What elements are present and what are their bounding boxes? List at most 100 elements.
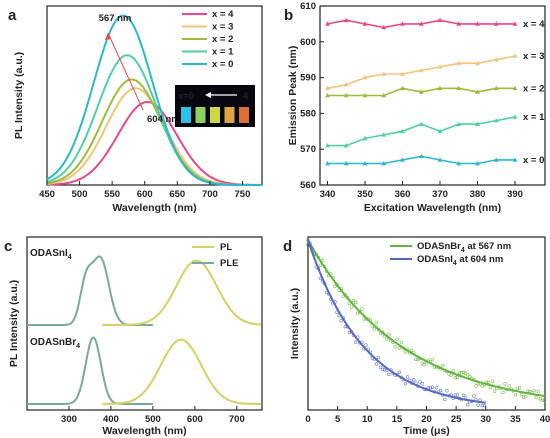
panel-c-xtick-label: 300 <box>61 414 77 425</box>
panel-b-point <box>475 21 480 26</box>
panel-b-series-3 <box>327 116 516 147</box>
panel-d-data-point <box>397 370 401 375</box>
panel-b-point <box>418 153 424 159</box>
panel-d-data-point <box>451 369 455 373</box>
panel-a-xtick-label: 450 <box>39 189 55 200</box>
panel-b-point <box>418 89 424 94</box>
panel-d-data-point <box>468 374 472 379</box>
panel-d-data-point <box>465 402 470 407</box>
panel-a-xtick-label: 550 <box>104 189 120 200</box>
panel-b-ytick-label: 590 <box>300 73 316 84</box>
panel-b-point <box>437 85 443 91</box>
panel-c-compound-label-1-sub: 4 <box>76 343 80 350</box>
panel-a-legend-label: x = 4 <box>212 9 234 20</box>
panel-d-data-point <box>364 343 368 347</box>
panel-d-data-point <box>414 357 418 361</box>
panel-d-data-point <box>472 394 476 398</box>
panel-a-inset-vial <box>224 107 235 123</box>
panel-a-xtick-label: 500 <box>72 189 88 200</box>
panel-d-data-point <box>372 327 377 331</box>
panel-d-data-point <box>459 370 464 375</box>
panel-c-letter: c <box>4 238 12 255</box>
panel-d-legend-label-sub: 4 <box>461 247 465 254</box>
panel-b-point <box>325 160 330 166</box>
panel-a-legend-label: x = 3 <box>212 22 233 33</box>
panel-d-data-point <box>461 393 466 398</box>
panel-a-shift-arrow-head <box>105 33 111 40</box>
panel-a-inset-vial <box>195 107 206 123</box>
panel-b-point <box>343 17 349 23</box>
panel-d-data-point <box>412 378 416 382</box>
panel-b-point <box>512 85 518 91</box>
panel-b-letter: b <box>284 7 293 24</box>
panel-d-legend-label-suffix: at 604 nm <box>457 254 503 265</box>
panel-d-data-point <box>532 388 536 393</box>
panel-d-data-point <box>403 382 408 386</box>
panel-a-legend-label: x = 2 <box>212 34 233 45</box>
panel-d-data-point <box>534 395 538 400</box>
panel-d-data-point <box>463 395 468 400</box>
panel-d-legend-label: ODASnBr4 at 567 nm <box>417 241 511 254</box>
panel-c-ple-curve-0 <box>27 255 153 326</box>
panel-b-point <box>456 85 462 91</box>
panel-a-legend-label: x = 1 <box>212 47 234 58</box>
panel-b-xtick-label: 360 <box>395 189 411 200</box>
panel-d-xtick-label: 15 <box>392 414 403 425</box>
panel-c-xtick-label: 700 <box>229 414 245 425</box>
panel-d-data-point <box>503 381 507 386</box>
panel-b-point <box>343 160 349 166</box>
panel-b-xtick-label: 390 <box>507 189 523 200</box>
panel-d-xtick-label: 0 <box>305 414 310 425</box>
panel-d-data-point <box>519 392 524 397</box>
panel-d-data-point <box>397 345 401 350</box>
panel-a-xtick-label: 650 <box>169 189 185 200</box>
panel-a-annotation-top: 567 nm <box>99 13 132 24</box>
panel-b-series-label: x = 1 <box>523 112 545 123</box>
panel-d-data-point <box>434 385 439 390</box>
panel-d-legend-label-main: ODASnI <box>417 254 453 265</box>
panel-d-data-point <box>360 307 364 311</box>
panel-b-point <box>456 60 462 66</box>
panel-d-data-point <box>443 397 447 402</box>
panel-d-data-point <box>409 348 414 353</box>
panel-d-legend-label-main: ODASnBr <box>417 241 461 252</box>
panel-d-data-point <box>418 380 422 384</box>
panel-d-data-point <box>453 393 457 397</box>
panel-b-point <box>343 92 349 98</box>
panel-b-point <box>381 71 387 76</box>
panel-a-letter: a <box>8 7 17 24</box>
panel-d-data-point <box>393 344 397 349</box>
panel-b-point <box>418 121 424 126</box>
panel-b-point <box>493 85 499 91</box>
panel-b-point <box>437 64 443 69</box>
panel-c-compound-label-0-sub: 4 <box>68 254 72 261</box>
panel-b-point <box>400 21 405 26</box>
panel-d-xtick-label: 40 <box>540 414 550 425</box>
panel-d-legend-label: ODASnI4 at 604 nm <box>417 254 503 267</box>
panel-d-data-point <box>542 398 547 402</box>
panel-b-series-label: x = 3 <box>523 51 544 62</box>
panel-d-data-point <box>536 389 540 394</box>
panel-d-data-point <box>382 367 387 372</box>
panel-c-frame <box>26 236 263 411</box>
panel-b-point <box>493 57 499 62</box>
panel-a-legend-label: x = 0 <box>212 59 233 70</box>
panel-b-point <box>400 85 405 91</box>
panel-b-xtick-label: 380 <box>470 189 486 200</box>
panel-b-point <box>475 160 480 166</box>
panel-a-xtick-label: 600 <box>137 189 153 200</box>
panel-b-point <box>437 128 443 134</box>
panel-d-data-point <box>343 324 348 329</box>
panel-d-data-point <box>353 300 358 305</box>
panel-d-data-point <box>465 373 470 377</box>
panel-c-compound-label-1: ODASnBr4 <box>30 337 80 350</box>
panel-c-ple-curve-1 <box>27 336 153 405</box>
panel-b-point <box>456 160 462 166</box>
panel-b-series-label: x = 2 <box>523 83 544 94</box>
panel-b-point <box>325 143 330 148</box>
panel-b-point <box>418 67 424 73</box>
panel-d-data-point <box>395 337 399 342</box>
panel-d-data-point <box>515 386 520 391</box>
panel-d-legend-label-sub: 4 <box>453 260 457 267</box>
